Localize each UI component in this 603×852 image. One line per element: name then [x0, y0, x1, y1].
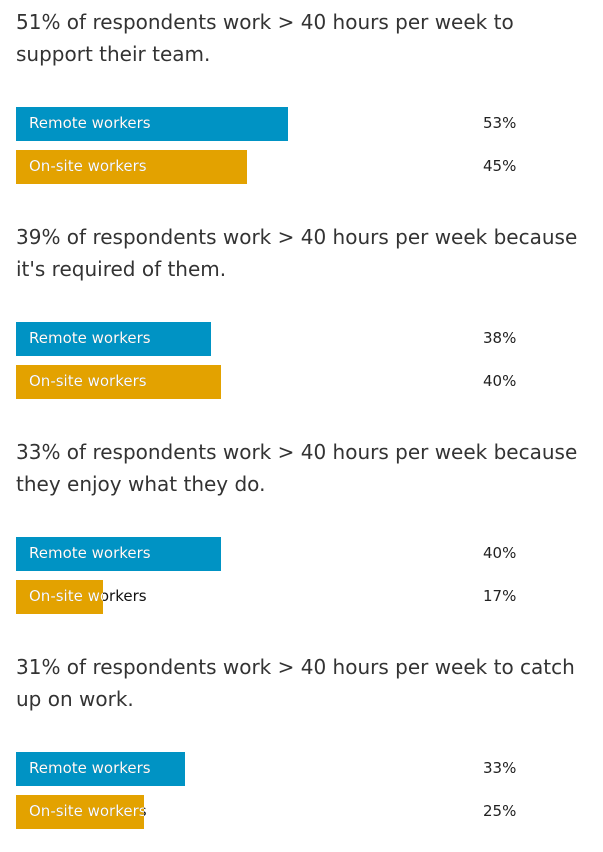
bar-label: Remote workers — [29, 329, 151, 347]
bar-label-clip: On-site workers — [16, 795, 144, 829]
remote-bar — [16, 322, 211, 356]
bar-row: On-site workers On-site workers 25% — [16, 795, 596, 829]
bar-label-clip: On-site workers — [16, 580, 103, 614]
bar-label-inside: Remote workers — [29, 759, 151, 777]
bar-label-inside: On-site workers — [29, 372, 147, 390]
bar-value-label: 40% — [483, 372, 517, 390]
bar-row: On-site workers On-site workers 45% — [16, 150, 596, 184]
bar-label-inside: On-site workers — [29, 802, 144, 820]
bar-value-label: 40% — [483, 544, 517, 562]
remote-bar — [16, 752, 185, 786]
chart-group: 31% of respondents work > 40 hours per w… — [16, 651, 596, 829]
bar-label: On-site workers — [29, 157, 147, 175]
bar-label-clip: On-site workers — [16, 150, 247, 184]
group-headline: 51% of respondents work > 40 hours per w… — [16, 10, 514, 66]
bar-row: Remote workers Remote workers 33% — [16, 752, 596, 786]
bar-label-inside: Remote workers — [29, 329, 151, 347]
bar-value-label: 33% — [483, 759, 517, 777]
remote-bar — [16, 537, 221, 571]
bar-label-clip: Remote workers — [16, 537, 221, 571]
bar-label: On-site workers — [29, 802, 147, 820]
bar-label: Remote workers — [29, 544, 151, 562]
bar-label-inside: Remote workers — [29, 544, 151, 562]
chart-group: 51% of respondents work > 40 hours per w… — [16, 6, 596, 184]
bar-label: Remote workers — [29, 114, 151, 132]
bar-label-clip: Remote workers — [16, 322, 211, 356]
bar-value-label: 25% — [483, 802, 517, 820]
bar-row: Remote workers Remote workers 40% — [16, 537, 596, 571]
bar-row: Remote workers Remote workers 38% — [16, 322, 596, 356]
onsite-bar — [16, 365, 221, 399]
group-headline: 39% of respondents work > 40 hours per w… — [16, 225, 578, 281]
onsite-bar — [16, 795, 144, 829]
bar-label-clip: On-site workers — [16, 365, 221, 399]
bar-row: On-site workers On-site workers 40% — [16, 365, 596, 399]
chart-group: 39% of respondents work > 40 hours per w… — [16, 221, 596, 399]
bar-label: Remote workers — [29, 759, 151, 777]
bar-label: On-site workers — [29, 587, 147, 605]
bar-row: Remote workers Remote workers 53% — [16, 107, 596, 141]
group-headline: 31% of respondents work > 40 hours per w… — [16, 655, 575, 711]
bar-value-label: 38% — [483, 329, 517, 347]
onsite-bar — [16, 150, 247, 184]
chart-group: 33% of respondents work > 40 hours per w… — [16, 436, 596, 614]
bar-label-inside: On-site workers — [29, 587, 103, 605]
bar-value-label: 45% — [483, 157, 517, 175]
group-headline: 33% of respondents work > 40 hours per w… — [16, 440, 578, 496]
bar-label-inside: On-site workers — [29, 157, 147, 175]
remote-bar — [16, 107, 288, 141]
bar-value-label: 17% — [483, 587, 517, 605]
bar-label-clip: Remote workers — [16, 752, 185, 786]
bar-label-clip: Remote workers — [16, 107, 288, 141]
bar-label: On-site workers — [29, 372, 147, 390]
onsite-bar — [16, 580, 103, 614]
bar-label-inside: Remote workers — [29, 114, 151, 132]
bar-value-label: 53% — [483, 114, 517, 132]
